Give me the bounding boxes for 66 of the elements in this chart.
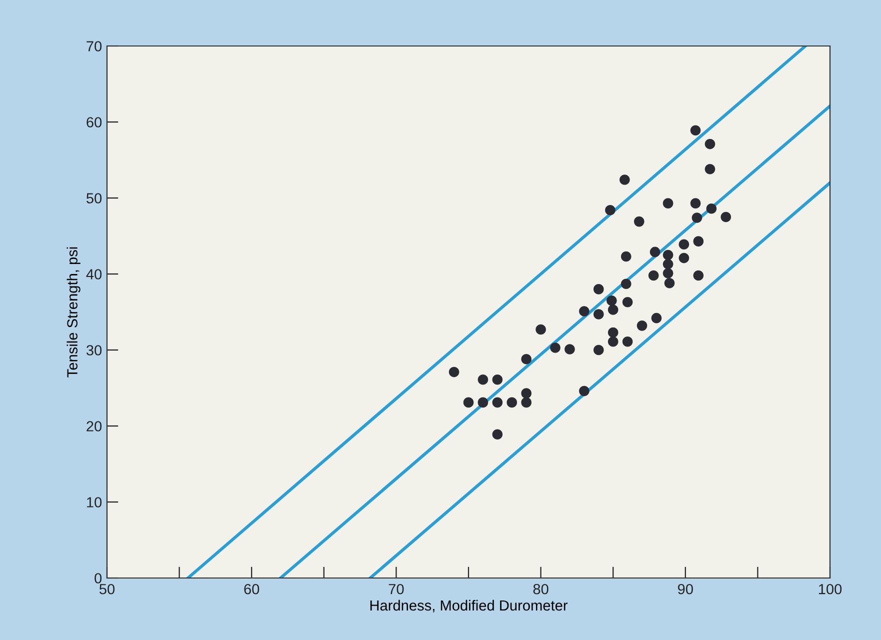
- point: [650, 246, 660, 258]
- point: [662, 258, 674, 270]
- point: [678, 239, 690, 250]
- point: [564, 344, 575, 354]
- point: [704, 138, 716, 150]
- x-tick-label: 90: [678, 584, 693, 594]
- point: [506, 397, 518, 408]
- point: [622, 296, 633, 308]
- point: [478, 397, 488, 408]
- point: [521, 397, 532, 408]
- y-axis-title: Tensile Strength, psi: [66, 247, 80, 378]
- x-tick-label: 100: [818, 584, 842, 594]
- y-tick-label: 70: [86, 41, 102, 52]
- y-tick-label: 30: [86, 345, 102, 356]
- point: [678, 252, 690, 264]
- x-tick-label: 50: [99, 584, 115, 594]
- point: [620, 278, 632, 290]
- point: [620, 251, 632, 262]
- point: [693, 270, 704, 281]
- point: [492, 374, 503, 385]
- point: [593, 309, 604, 320]
- y-tick-label: 40: [86, 269, 102, 280]
- point: [463, 397, 474, 408]
- point: [536, 324, 546, 335]
- point: [690, 125, 701, 136]
- point: [606, 295, 617, 306]
- point: [648, 270, 659, 281]
- point: [448, 366, 460, 378]
- point: [622, 336, 633, 347]
- point: [492, 397, 503, 408]
- point: [662, 268, 674, 278]
- x-tick-label: 80: [533, 584, 548, 594]
- y-tick-label: 0: [94, 573, 102, 584]
- point: [608, 327, 618, 338]
- point: [521, 388, 532, 398]
- y-tick-label: 20: [86, 421, 102, 432]
- point: [692, 212, 702, 223]
- x-tick-label: 70: [388, 584, 404, 594]
- point: [634, 216, 644, 227]
- point: [608, 336, 618, 347]
- y-tick-label: 50: [86, 193, 102, 204]
- point: [636, 320, 648, 331]
- x-tick-label: 60: [244, 584, 260, 594]
- point: [579, 386, 590, 396]
- point: [593, 344, 604, 356]
- point: [593, 284, 604, 294]
- point: [579, 306, 590, 316]
- point: [664, 278, 675, 288]
- point: [690, 198, 701, 208]
- point: [662, 198, 674, 208]
- point: [478, 374, 488, 385]
- point: [620, 174, 630, 185]
- point: [720, 212, 732, 222]
- x-axis-title: Hardness, Modified Durometer: [370, 600, 568, 612]
- point: [550, 342, 560, 353]
- point: [693, 236, 704, 246]
- point: [706, 203, 717, 214]
- point: [521, 354, 532, 364]
- point: [608, 304, 618, 315]
- point: [662, 250, 674, 260]
- point: [492, 429, 503, 440]
- point: [651, 312, 662, 324]
- point: [704, 164, 716, 174]
- y-tick-label: 10: [87, 497, 102, 508]
- point: [605, 205, 616, 216]
- y-tick-label: 60: [86, 117, 102, 128]
